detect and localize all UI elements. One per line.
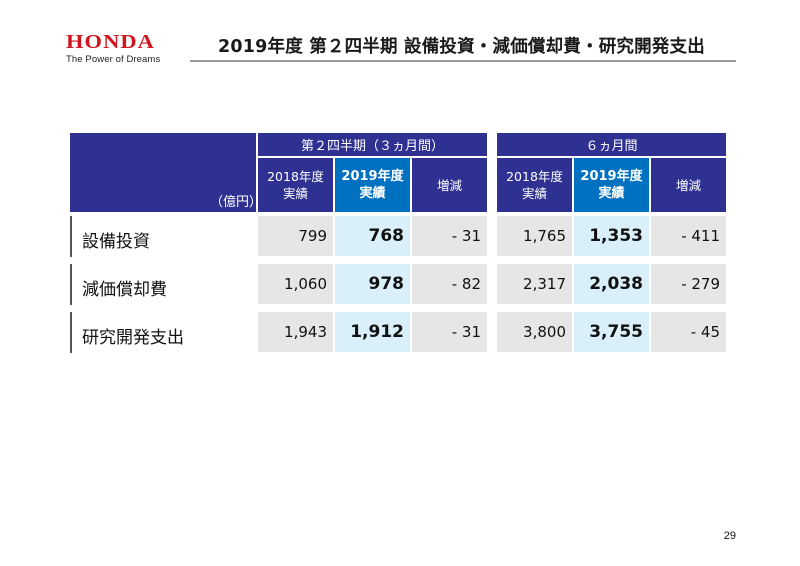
- cell-rnd-h1-prev: 3,800: [497, 312, 572, 352]
- logo-wordmark: HONDA: [66, 31, 155, 53]
- row-label-depreciation: 減価償却費: [82, 280, 167, 300]
- cell-rnd-h1-current: 3,755: [574, 312, 649, 352]
- col-header-h1-current: 2019年度 実績: [574, 158, 649, 212]
- row-label-marker: [70, 264, 72, 305]
- cell-rnd-q2-change: - 31: [412, 312, 487, 352]
- cell-capex-h1-current: 1,353: [574, 216, 649, 256]
- row-label-capex: 設備投資: [82, 232, 150, 252]
- cell-capex-q2-prev: 799: [258, 216, 333, 256]
- row-label-marker: [70, 312, 72, 353]
- col-header-q2-change: 増減: [412, 158, 487, 212]
- cell-depreciation-h1-prev: 2,317: [497, 264, 572, 304]
- period-label-h1: ６ヵ月間: [585, 139, 638, 154]
- logo-tagline: The Power of Dreams: [66, 54, 161, 65]
- cell-depreciation-q2-current: 978: [335, 264, 410, 304]
- col-header-q2-prev: 2018年度 実績: [258, 158, 333, 212]
- col-header-h1-change: 増減: [651, 158, 726, 212]
- cell-rnd-q2-current: 1,912: [335, 312, 410, 352]
- col-label-q2-current: 2019年度 実績: [341, 169, 404, 201]
- col-label-h1-current: 2019年度 実績: [580, 169, 643, 201]
- cell-depreciation-q2-change: - 82: [412, 264, 487, 304]
- cell-capex-q2-change: - 31: [412, 216, 487, 256]
- cell-capex-h1-prev: 1,765: [497, 216, 572, 256]
- cell-depreciation-q2-prev: 1,060: [258, 264, 333, 304]
- row-label-marker: [70, 216, 72, 257]
- period-label-q2: 第２四半期（３ヵ月間）: [300, 139, 444, 154]
- cell-depreciation-h1-current: 2,038: [574, 264, 649, 304]
- cell-capex-q2-current: 768: [335, 216, 410, 256]
- page-title: 2019年度 第２四半期 設備投資・減価償却費・研究開発支出: [218, 37, 705, 57]
- period-header-q2: 第２四半期（３ヵ月間）: [258, 133, 487, 156]
- col-header-h1-prev: 2018年度 実績: [497, 158, 572, 212]
- cell-depreciation-h1-change: - 279: [651, 264, 726, 304]
- col-label-h1-prev: 2018年度 実績: [506, 169, 563, 201]
- title-rule: [190, 60, 736, 62]
- page-number: 29: [723, 530, 736, 542]
- unit-label: （億円）: [210, 195, 263, 210]
- cell-capex-h1-change: - 411: [651, 216, 726, 256]
- col-label-h1-change: 増減: [675, 177, 701, 193]
- table-header-unit-block: [70, 133, 256, 212]
- period-header-h1: ６ヵ月間: [497, 133, 726, 156]
- cell-rnd-h1-change: - 45: [651, 312, 726, 352]
- row-label-rnd: 研究開発支出: [82, 328, 184, 348]
- honda-logo: HONDA The Power of Dreams: [66, 32, 184, 65]
- col-label-q2-prev: 2018年度 実績: [267, 169, 324, 201]
- col-label-q2-change: 増減: [436, 177, 462, 193]
- cell-rnd-q2-prev: 1,943: [258, 312, 333, 352]
- col-header-q2-current: 2019年度 実績: [335, 158, 410, 212]
